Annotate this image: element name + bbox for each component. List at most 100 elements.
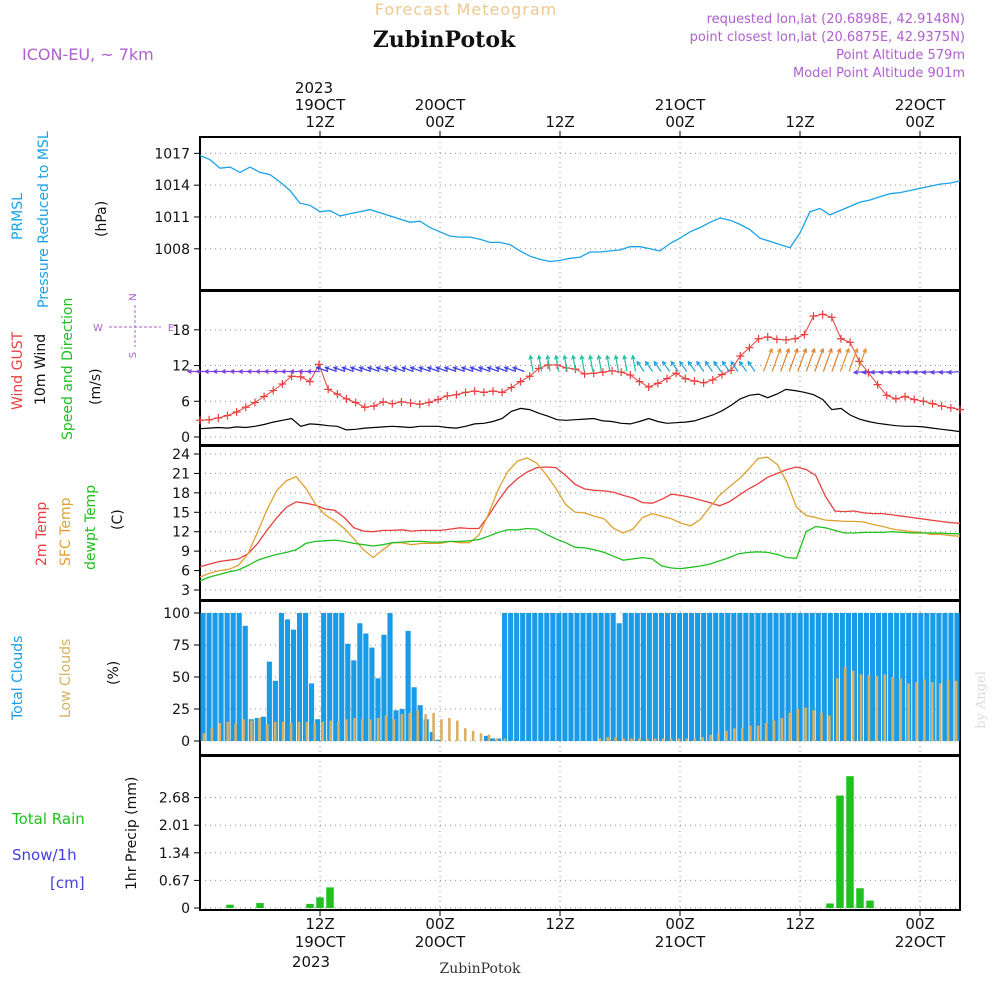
low-cloud-bar (622, 738, 625, 741)
gust-marker (690, 377, 699, 386)
low-cloud-bar (424, 714, 427, 741)
low-cloud-bar (432, 712, 435, 741)
low-cloud-bar (384, 715, 388, 741)
low-cloud-bar (685, 738, 689, 741)
total-cloud-bar (942, 613, 948, 741)
low-cloud-bar (448, 717, 451, 741)
low-cloud-bar (321, 721, 324, 741)
total-cloud-bar (664, 613, 671, 741)
total-cloud-bar (296, 613, 303, 741)
total-cloud-bar (598, 613, 604, 741)
top-hour-label: 12Z (785, 113, 814, 131)
gust-marker (388, 399, 397, 408)
total-cloud-bar (695, 613, 701, 741)
wind-direction-arrow (704, 360, 713, 372)
precip-bar (826, 903, 834, 908)
gust-marker (763, 332, 772, 341)
gust-marker (250, 398, 259, 407)
gust-marker (525, 372, 534, 381)
total-cloud-bar (894, 613, 900, 741)
low-cloud-bar (756, 725, 760, 741)
total-cloud-bar (254, 717, 260, 741)
low-cloud-bar (717, 733, 720, 741)
gust-marker (406, 399, 415, 408)
temp-unit: (C) (110, 509, 126, 530)
precip-ylabel: 1hr Precip (mm) (124, 777, 140, 890)
panel-frame (199, 755, 961, 911)
gust-marker (946, 403, 955, 412)
gust-marker (260, 392, 269, 401)
low-cloud-bar (392, 719, 396, 741)
gust-marker (910, 395, 919, 404)
low-cloud-bar (416, 710, 419, 741)
low-cloud-bar (353, 717, 356, 741)
wind-direction-arrow (687, 360, 696, 372)
low-cloud-bar (899, 678, 902, 741)
total-cloud-bar (556, 613, 562, 741)
total-cloud-bar (302, 613, 309, 741)
wind-direction-arrow (418, 366, 431, 373)
prmsl-ylabel: PRMSL (10, 193, 26, 240)
dewpt-line (199, 525, 960, 582)
compass-s: S (128, 352, 139, 358)
total-cloud-bar (206, 613, 212, 741)
gust-marker (223, 411, 232, 420)
gust-marker (397, 397, 406, 406)
gust-marker (919, 397, 928, 406)
total-cloud-bar (876, 613, 882, 741)
wind-direction-arrow (358, 366, 371, 373)
y-tick-label: 0 (181, 430, 190, 446)
total-cloud-bar (393, 710, 399, 741)
bottom-date-label: 22OCT (895, 933, 946, 951)
total-cloud-bar (417, 705, 423, 741)
low-cloud-bar (337, 721, 340, 741)
bottom-hour-label: 12Z (545, 915, 574, 933)
low-cloud-bar (495, 738, 499, 741)
low-cloud-bar (701, 737, 704, 741)
low-cloud-bar (946, 679, 950, 741)
wind-direction-arrow (486, 366, 500, 373)
low-cloud-bar (281, 721, 285, 741)
total-cloud-bar (290, 629, 297, 741)
total-cloud-bar (845, 613, 851, 741)
y-tick-label: 6 (181, 394, 190, 410)
temp-sfc-line (199, 456, 961, 578)
gust-marker (937, 402, 946, 411)
low-cloud-bar (646, 738, 649, 741)
total-cloud-bar (272, 680, 278, 741)
gust-marker (342, 394, 351, 403)
total-cloud-bar (682, 613, 689, 741)
y-tick-label: 25 (172, 702, 190, 718)
wind-direction-arrow (630, 354, 637, 372)
y-tick-label: 1014 (154, 178, 190, 194)
low-cloud-bar (693, 738, 697, 741)
total-cloud-bar (230, 613, 236, 741)
low-cloud-bar (638, 738, 641, 741)
total-cloud-bar (339, 613, 345, 741)
total-cloud-bar (689, 613, 695, 741)
gust-marker (891, 394, 900, 403)
wind-direction-arrow (588, 354, 594, 372)
total-cloud-bar (809, 613, 815, 741)
gust-marker (205, 415, 214, 424)
wind-direction-arrow (512, 366, 525, 373)
total-cloud-bar (284, 619, 291, 741)
y-tick-label: 21 (172, 466, 190, 482)
total-cloud-bar (381, 634, 387, 741)
bottom-date-label: 19OCT (295, 933, 346, 951)
low-cloud-bar (456, 720, 459, 741)
top-hour-label: 00Z (425, 113, 454, 131)
total-cloud-bar (544, 613, 550, 741)
low-cloud-bar (915, 682, 918, 741)
total-cloud-bar (351, 660, 357, 741)
total-cloud-bar (508, 613, 514, 741)
chart-title: Forecast Meteogram (375, 0, 557, 19)
footer-location: ZubinPotok (439, 961, 521, 977)
total-cloud-bar (411, 687, 417, 741)
model-altitude: Model Point Altitude 901m (793, 66, 965, 81)
wind-direction-arrow (392, 366, 406, 373)
y-tick-label: 0 (181, 901, 190, 917)
total-cloud-bar (236, 613, 242, 741)
compass-cross (109, 305, 161, 347)
low-cloud-bar (202, 733, 206, 741)
